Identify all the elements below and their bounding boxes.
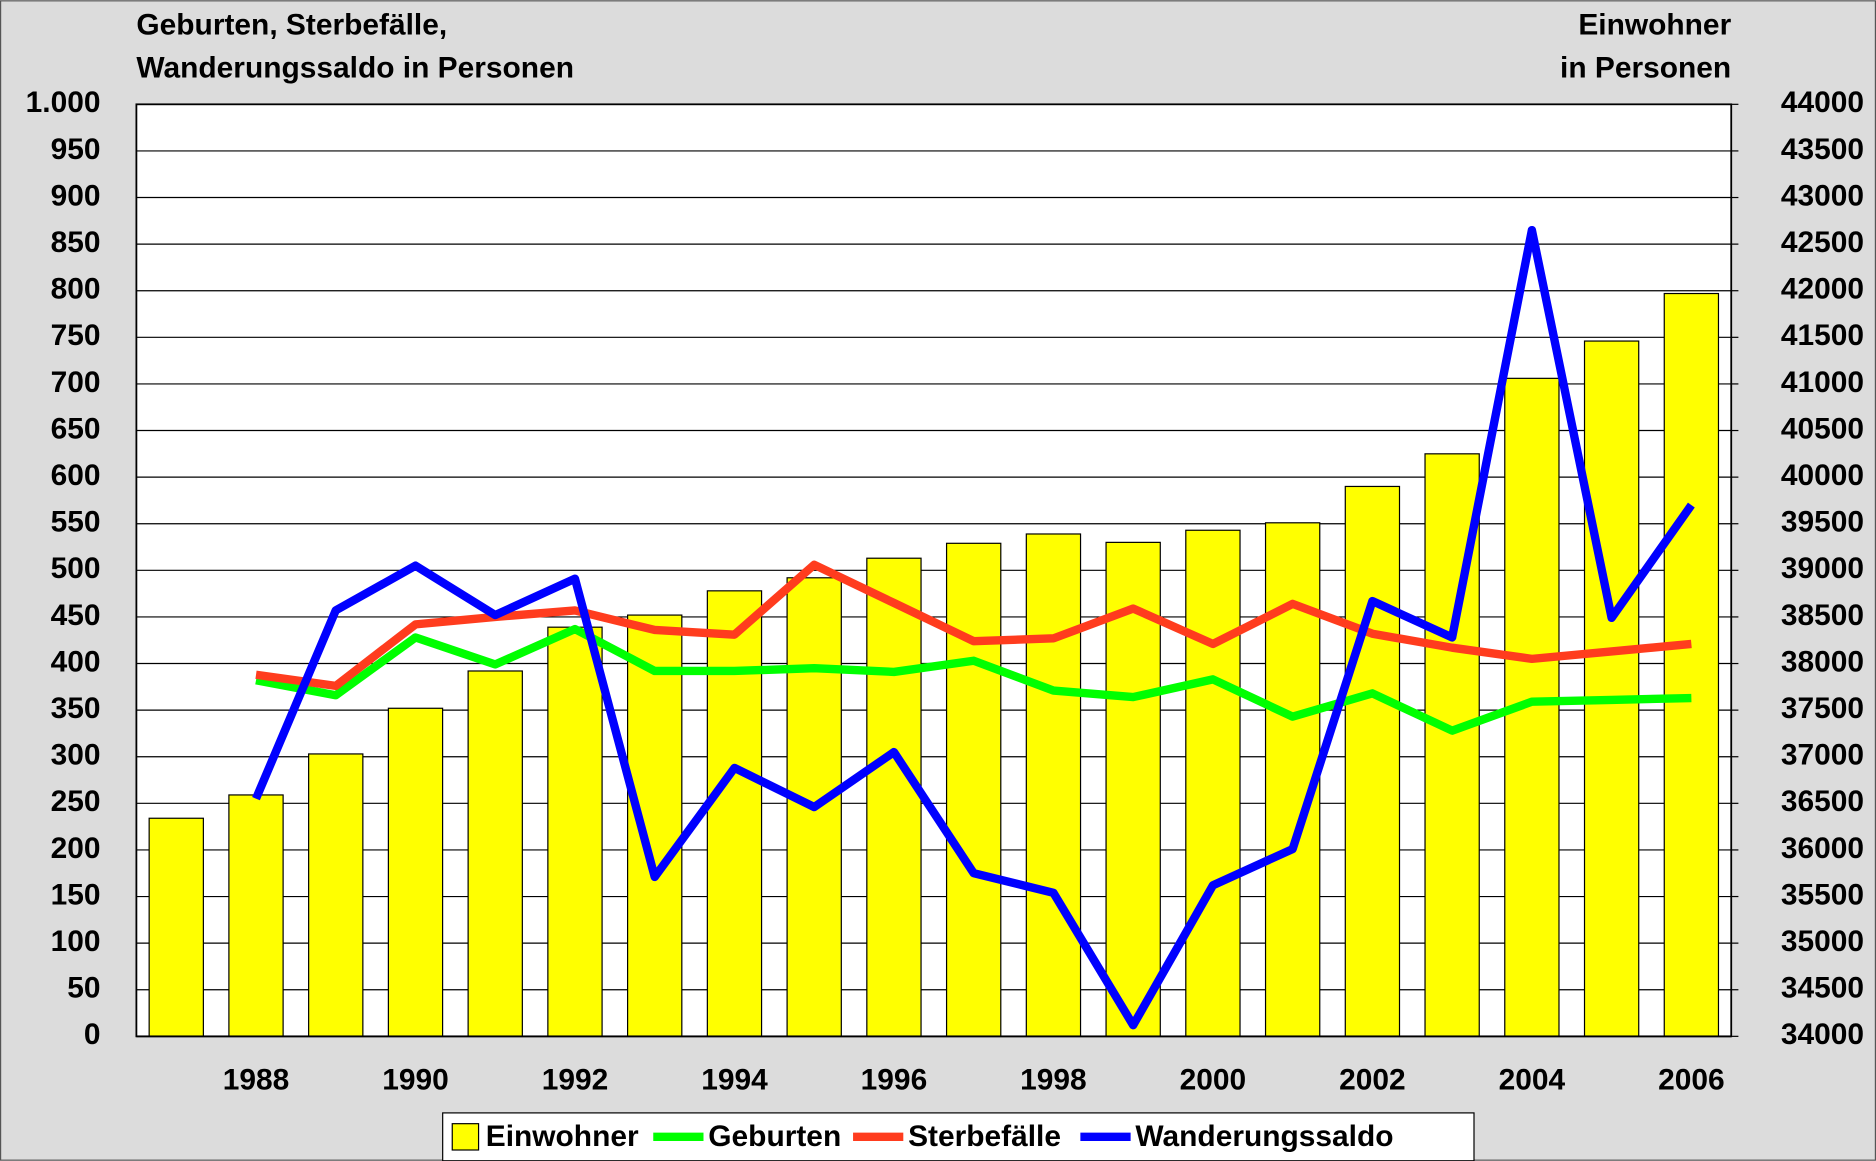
bar: [706, 590, 763, 1037]
y2-tick-label: 35500: [1781, 878, 1864, 911]
bar: [627, 614, 683, 1037]
y-tick-label: 1.000: [26, 86, 101, 119]
x-tick-label: 2006: [1658, 1064, 1725, 1097]
y2-tick-label: 34500: [1781, 972, 1864, 1005]
y-axis-title: Wanderungssaldo in Personen: [136, 52, 574, 85]
y2-axis-title: in Personen: [1560, 52, 1731, 85]
bar: [308, 753, 364, 1037]
bar: [1185, 529, 1241, 1037]
y2-tick-label: 39500: [1781, 506, 1864, 539]
y-tick-label: 500: [51, 552, 101, 585]
y-tick-label: 350: [51, 692, 101, 725]
y2-tick-label: 41500: [1781, 319, 1864, 352]
x-tick-label: 1994: [701, 1064, 768, 1097]
y2-tick-label: 41000: [1781, 366, 1864, 399]
y-tick-label: 0: [84, 1018, 101, 1051]
bar: [228, 794, 284, 1037]
y2-tick-label: 34000: [1781, 1018, 1864, 1051]
y-tick-label: 800: [51, 273, 101, 306]
bar: [1344, 485, 1401, 1037]
y2-tick-label: 37000: [1781, 739, 1864, 772]
y2-tick-label: 36000: [1781, 832, 1864, 865]
y-axis-title: Geburten, Sterbefälle,: [136, 8, 447, 41]
y-tick-label: 650: [51, 412, 101, 445]
x-tick-label: 2002: [1339, 1064, 1406, 1097]
y2-tick-label: 37500: [1781, 692, 1864, 725]
line: [255, 624, 1692, 735]
legend-label: Wanderungssaldo: [1135, 1120, 1393, 1153]
y2-tick-label: 40500: [1781, 412, 1864, 445]
bar: [467, 670, 523, 1037]
legend-label: Geburten: [708, 1120, 841, 1153]
line: [252, 225, 1695, 1030]
y-tick-label: 550: [51, 506, 101, 539]
y-tick-label: 900: [51, 179, 101, 212]
y-tick-label: 750: [51, 319, 101, 352]
y2-tick-label: 42500: [1781, 226, 1864, 259]
y2-tick-label: 35000: [1781, 925, 1864, 958]
y-tick-label: 700: [51, 366, 101, 399]
bar: [945, 542, 1002, 1037]
y-tick-label: 100: [51, 925, 101, 958]
y-tick-label: 250: [51, 785, 101, 818]
y2-tick-label: 44000: [1781, 86, 1864, 119]
y-tick-label: 450: [51, 599, 101, 632]
y2-tick-label: 36500: [1781, 785, 1864, 818]
legend-label: Einwohner: [486, 1120, 639, 1153]
plot-border: [135, 103, 1733, 1038]
x-tick-label: 1998: [1020, 1064, 1087, 1097]
y2-tick-label: 39000: [1781, 552, 1864, 585]
legend: [442, 1112, 1475, 1161]
bar: [1583, 340, 1640, 1037]
bar: [1105, 541, 1161, 1037]
y2-tick-label: 38500: [1781, 599, 1864, 632]
y2-tick-label: 38000: [1781, 645, 1864, 678]
y-tick-label: 300: [51, 739, 101, 772]
y2-tick-label: 43500: [1781, 133, 1864, 166]
y-tick-label: 150: [51, 878, 101, 911]
bar: [1025, 533, 1082, 1037]
y-tick-label: 600: [51, 459, 101, 492]
x-tick-label: 2004: [1499, 1064, 1566, 1097]
bar: [866, 557, 922, 1037]
y-tick-label: 850: [51, 226, 101, 259]
x-tick-label: 1988: [223, 1064, 290, 1097]
x-tick-label: 2000: [1180, 1064, 1247, 1097]
bar: [148, 817, 204, 1037]
y-tick-label: 50: [67, 972, 100, 1005]
legend-label: Sterbefälle: [908, 1120, 1061, 1153]
bar: [1663, 292, 1720, 1037]
y-tick-label: 400: [51, 645, 101, 678]
y2-tick-label: 40000: [1781, 459, 1864, 492]
y-tick-label: 950: [51, 133, 101, 166]
x-tick-label: 1996: [861, 1064, 928, 1097]
legend-swatch: [451, 1123, 480, 1151]
y2-tick-label: 43000: [1781, 179, 1864, 212]
x-tick-label: 1992: [542, 1064, 609, 1097]
y2-tick-label: 42000: [1781, 273, 1864, 306]
y2-axis-title: Einwohner: [1578, 8, 1731, 41]
bar: [387, 707, 444, 1037]
bar: [547, 626, 603, 1037]
y-tick-label: 200: [51, 832, 101, 865]
x-tick-label: 1990: [382, 1064, 449, 1097]
